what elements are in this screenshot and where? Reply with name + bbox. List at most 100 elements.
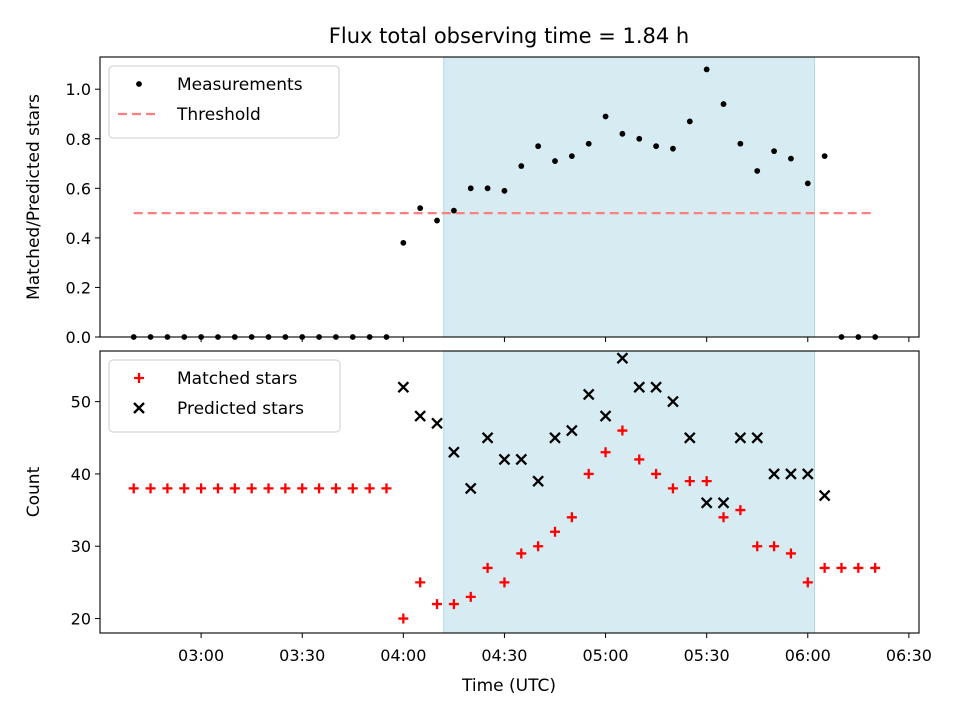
data-point <box>734 431 747 444</box>
data-point <box>684 476 695 487</box>
data-point <box>754 168 761 174</box>
data-point <box>280 483 291 494</box>
data-point <box>582 388 595 401</box>
data-point <box>330 483 341 494</box>
legend: Matched stars Predicted stars <box>108 359 341 433</box>
data-point <box>431 417 443 430</box>
data-point <box>568 153 575 160</box>
data-point <box>417 205 424 212</box>
data-point <box>684 431 696 444</box>
data-point <box>566 512 577 523</box>
data-point <box>400 239 407 246</box>
data-point <box>179 483 190 494</box>
data-point <box>617 425 628 436</box>
data-point <box>616 352 629 365</box>
x-tick-label: 05:00 <box>583 646 629 665</box>
x-tick-label: 04:30 <box>481 646 527 665</box>
data-point <box>518 163 525 169</box>
data-point <box>602 113 609 120</box>
data-point <box>549 431 561 444</box>
data-point <box>804 180 811 187</box>
legend: Measurements Threshold <box>108 65 340 139</box>
data-point <box>465 591 476 602</box>
data-point <box>481 431 494 444</box>
data-point <box>870 562 881 573</box>
axes-frame <box>99 350 920 634</box>
legend-swatch <box>133 402 145 414</box>
data-point <box>515 453 528 466</box>
data-point <box>498 453 511 466</box>
x-tick-label: 03:30 <box>279 646 325 665</box>
data-point <box>532 475 544 487</box>
data-point <box>448 446 460 459</box>
y-axis-label: Matched/Predicted stars <box>24 94 44 300</box>
data-point <box>819 562 830 573</box>
data-point <box>619 130 626 137</box>
legend-swatch <box>136 81 142 87</box>
count-panel: 20 30 40 50 03:00 03:30 04:00 04:30 05:00 05:30 06… <box>24 350 932 665</box>
y-tick-label: 40 <box>71 465 91 484</box>
data-point <box>788 155 794 162</box>
data-point <box>670 145 676 152</box>
data-point <box>701 476 712 487</box>
data-point <box>533 541 544 552</box>
data-point <box>432 599 443 610</box>
data-point <box>818 489 831 502</box>
data-point <box>686 118 693 125</box>
data-point <box>263 483 274 494</box>
legend-swatch <box>134 373 144 383</box>
data-point <box>768 468 780 480</box>
data-point <box>196 483 207 494</box>
data-point <box>599 410 612 422</box>
data-point <box>636 135 643 142</box>
data-point <box>600 447 611 458</box>
data-point <box>771 148 777 155</box>
data-point <box>650 381 662 393</box>
chart-title: Flux total observing time = 1.84 h <box>329 24 689 48</box>
y-tick-label: 30 <box>71 537 91 556</box>
legend-label: Matched stars <box>177 369 297 389</box>
data-point <box>737 140 744 147</box>
x-tick-label: 03:00 <box>178 646 224 665</box>
data-point <box>821 153 828 160</box>
data-point <box>752 541 763 552</box>
legend-label: Threshold <box>176 105 261 125</box>
data-point <box>364 483 375 494</box>
data-point <box>516 548 527 559</box>
data-point <box>700 497 713 509</box>
data-point <box>633 381 646 393</box>
data-point <box>836 562 847 573</box>
data-point <box>550 526 560 537</box>
y-tick-label: 0.4 <box>66 229 91 248</box>
data-point <box>751 431 764 444</box>
data-point <box>703 66 710 73</box>
data-point <box>585 140 592 147</box>
data-point <box>566 424 578 437</box>
y-tick-label: 50 <box>71 393 91 412</box>
data-point <box>297 483 308 494</box>
data-point <box>720 101 727 107</box>
x-tick-label: 04:00 <box>380 646 426 665</box>
data-point <box>769 541 780 552</box>
data-point <box>246 483 257 494</box>
data-point <box>552 158 558 164</box>
data-point <box>482 562 493 573</box>
y-tick-label: 0.0 <box>66 328 91 347</box>
data-point <box>718 512 729 523</box>
data-point <box>212 483 223 494</box>
x-tick-label: 06:00 <box>785 646 831 665</box>
data-point <box>397 381 410 393</box>
legend-label: Predicted stars <box>177 399 304 419</box>
x-axis-label: Time (UTC) <box>461 676 556 696</box>
y-tick-label: 1.0 <box>66 80 91 99</box>
data-point <box>467 185 474 192</box>
data-point <box>450 207 457 214</box>
data-point <box>634 454 645 465</box>
data-point <box>667 395 679 408</box>
legend-box <box>108 65 340 139</box>
y-tick-label: 0.2 <box>66 278 91 297</box>
data-point <box>801 468 814 480</box>
data-point <box>583 468 594 479</box>
y-tick-label: 0.8 <box>66 130 91 149</box>
y-tick-label: 20 <box>71 610 91 629</box>
